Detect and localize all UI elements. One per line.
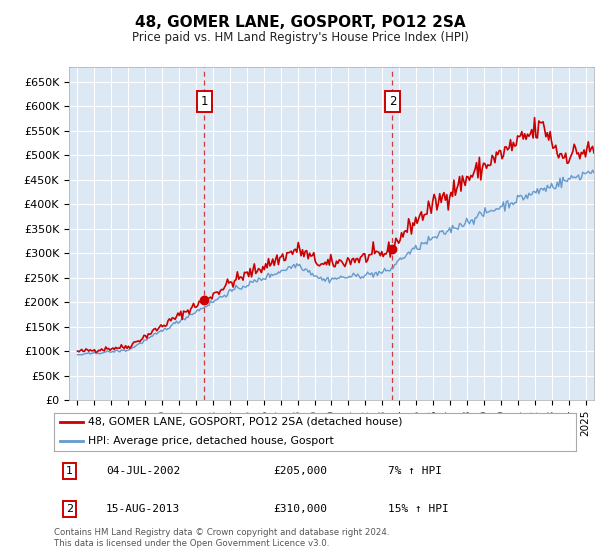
- Text: HPI: Average price, detached house, Gosport: HPI: Average price, detached house, Gosp…: [88, 436, 334, 446]
- Text: £310,000: £310,000: [273, 505, 327, 514]
- Text: 15% ↑ HPI: 15% ↑ HPI: [388, 505, 449, 514]
- Text: Contains HM Land Registry data © Crown copyright and database right 2024.
This d: Contains HM Land Registry data © Crown c…: [54, 528, 389, 548]
- Text: 48, GOMER LANE, GOSPORT, PO12 2SA: 48, GOMER LANE, GOSPORT, PO12 2SA: [134, 15, 466, 30]
- Text: 15-AUG-2013: 15-AUG-2013: [106, 505, 181, 514]
- Text: 48, GOMER LANE, GOSPORT, PO12 2SA (detached house): 48, GOMER LANE, GOSPORT, PO12 2SA (detac…: [88, 417, 403, 427]
- Text: 1: 1: [201, 95, 208, 108]
- Text: Price paid vs. HM Land Registry's House Price Index (HPI): Price paid vs. HM Land Registry's House …: [131, 31, 469, 44]
- Text: 04-JUL-2002: 04-JUL-2002: [106, 466, 181, 476]
- Text: 2: 2: [66, 505, 73, 514]
- Text: £205,000: £205,000: [273, 466, 327, 476]
- Text: 2: 2: [389, 95, 396, 108]
- Text: 7% ↑ HPI: 7% ↑ HPI: [388, 466, 442, 476]
- Text: 1: 1: [66, 466, 73, 476]
